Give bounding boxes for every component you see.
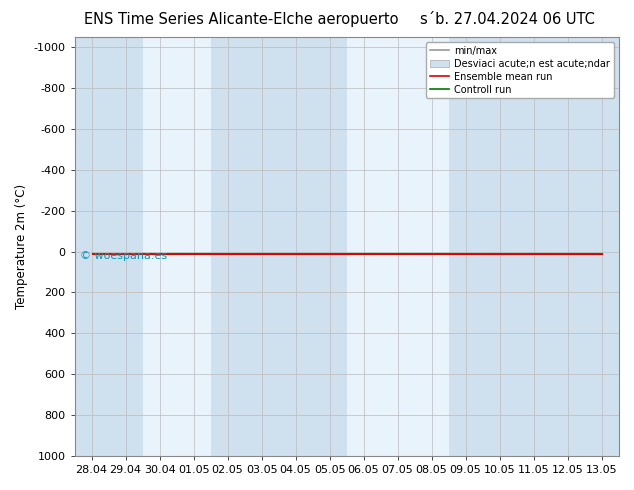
Text: ENS Time Series Alicante-Elche aeropuerto: ENS Time Series Alicante-Elche aeropuert…	[84, 12, 398, 27]
Bar	[177, 37, 210, 456]
Y-axis label: Temperature 2m (°C): Temperature 2m (°C)	[15, 184, 28, 309]
Text: © woespana.es: © woespana.es	[80, 251, 167, 261]
Bar	[313, 37, 347, 456]
Bar	[75, 37, 108, 456]
Bar	[245, 37, 278, 456]
Bar	[517, 37, 550, 456]
Bar	[278, 37, 313, 456]
Bar	[143, 37, 177, 456]
Bar	[210, 37, 245, 456]
Bar	[585, 37, 619, 456]
Bar	[482, 37, 517, 456]
Bar	[347, 37, 380, 456]
Bar	[415, 37, 449, 456]
Bar	[550, 37, 585, 456]
Legend: min/max, Desviaci acute;n est acute;ndar, Ensemble mean run, Controll run: min/max, Desviaci acute;n est acute;ndar…	[425, 42, 614, 98]
Bar	[108, 37, 143, 456]
Bar	[449, 37, 482, 456]
Text: s´b. 27.04.2024 06 UTC: s´b. 27.04.2024 06 UTC	[420, 12, 595, 27]
Bar	[380, 37, 415, 456]
